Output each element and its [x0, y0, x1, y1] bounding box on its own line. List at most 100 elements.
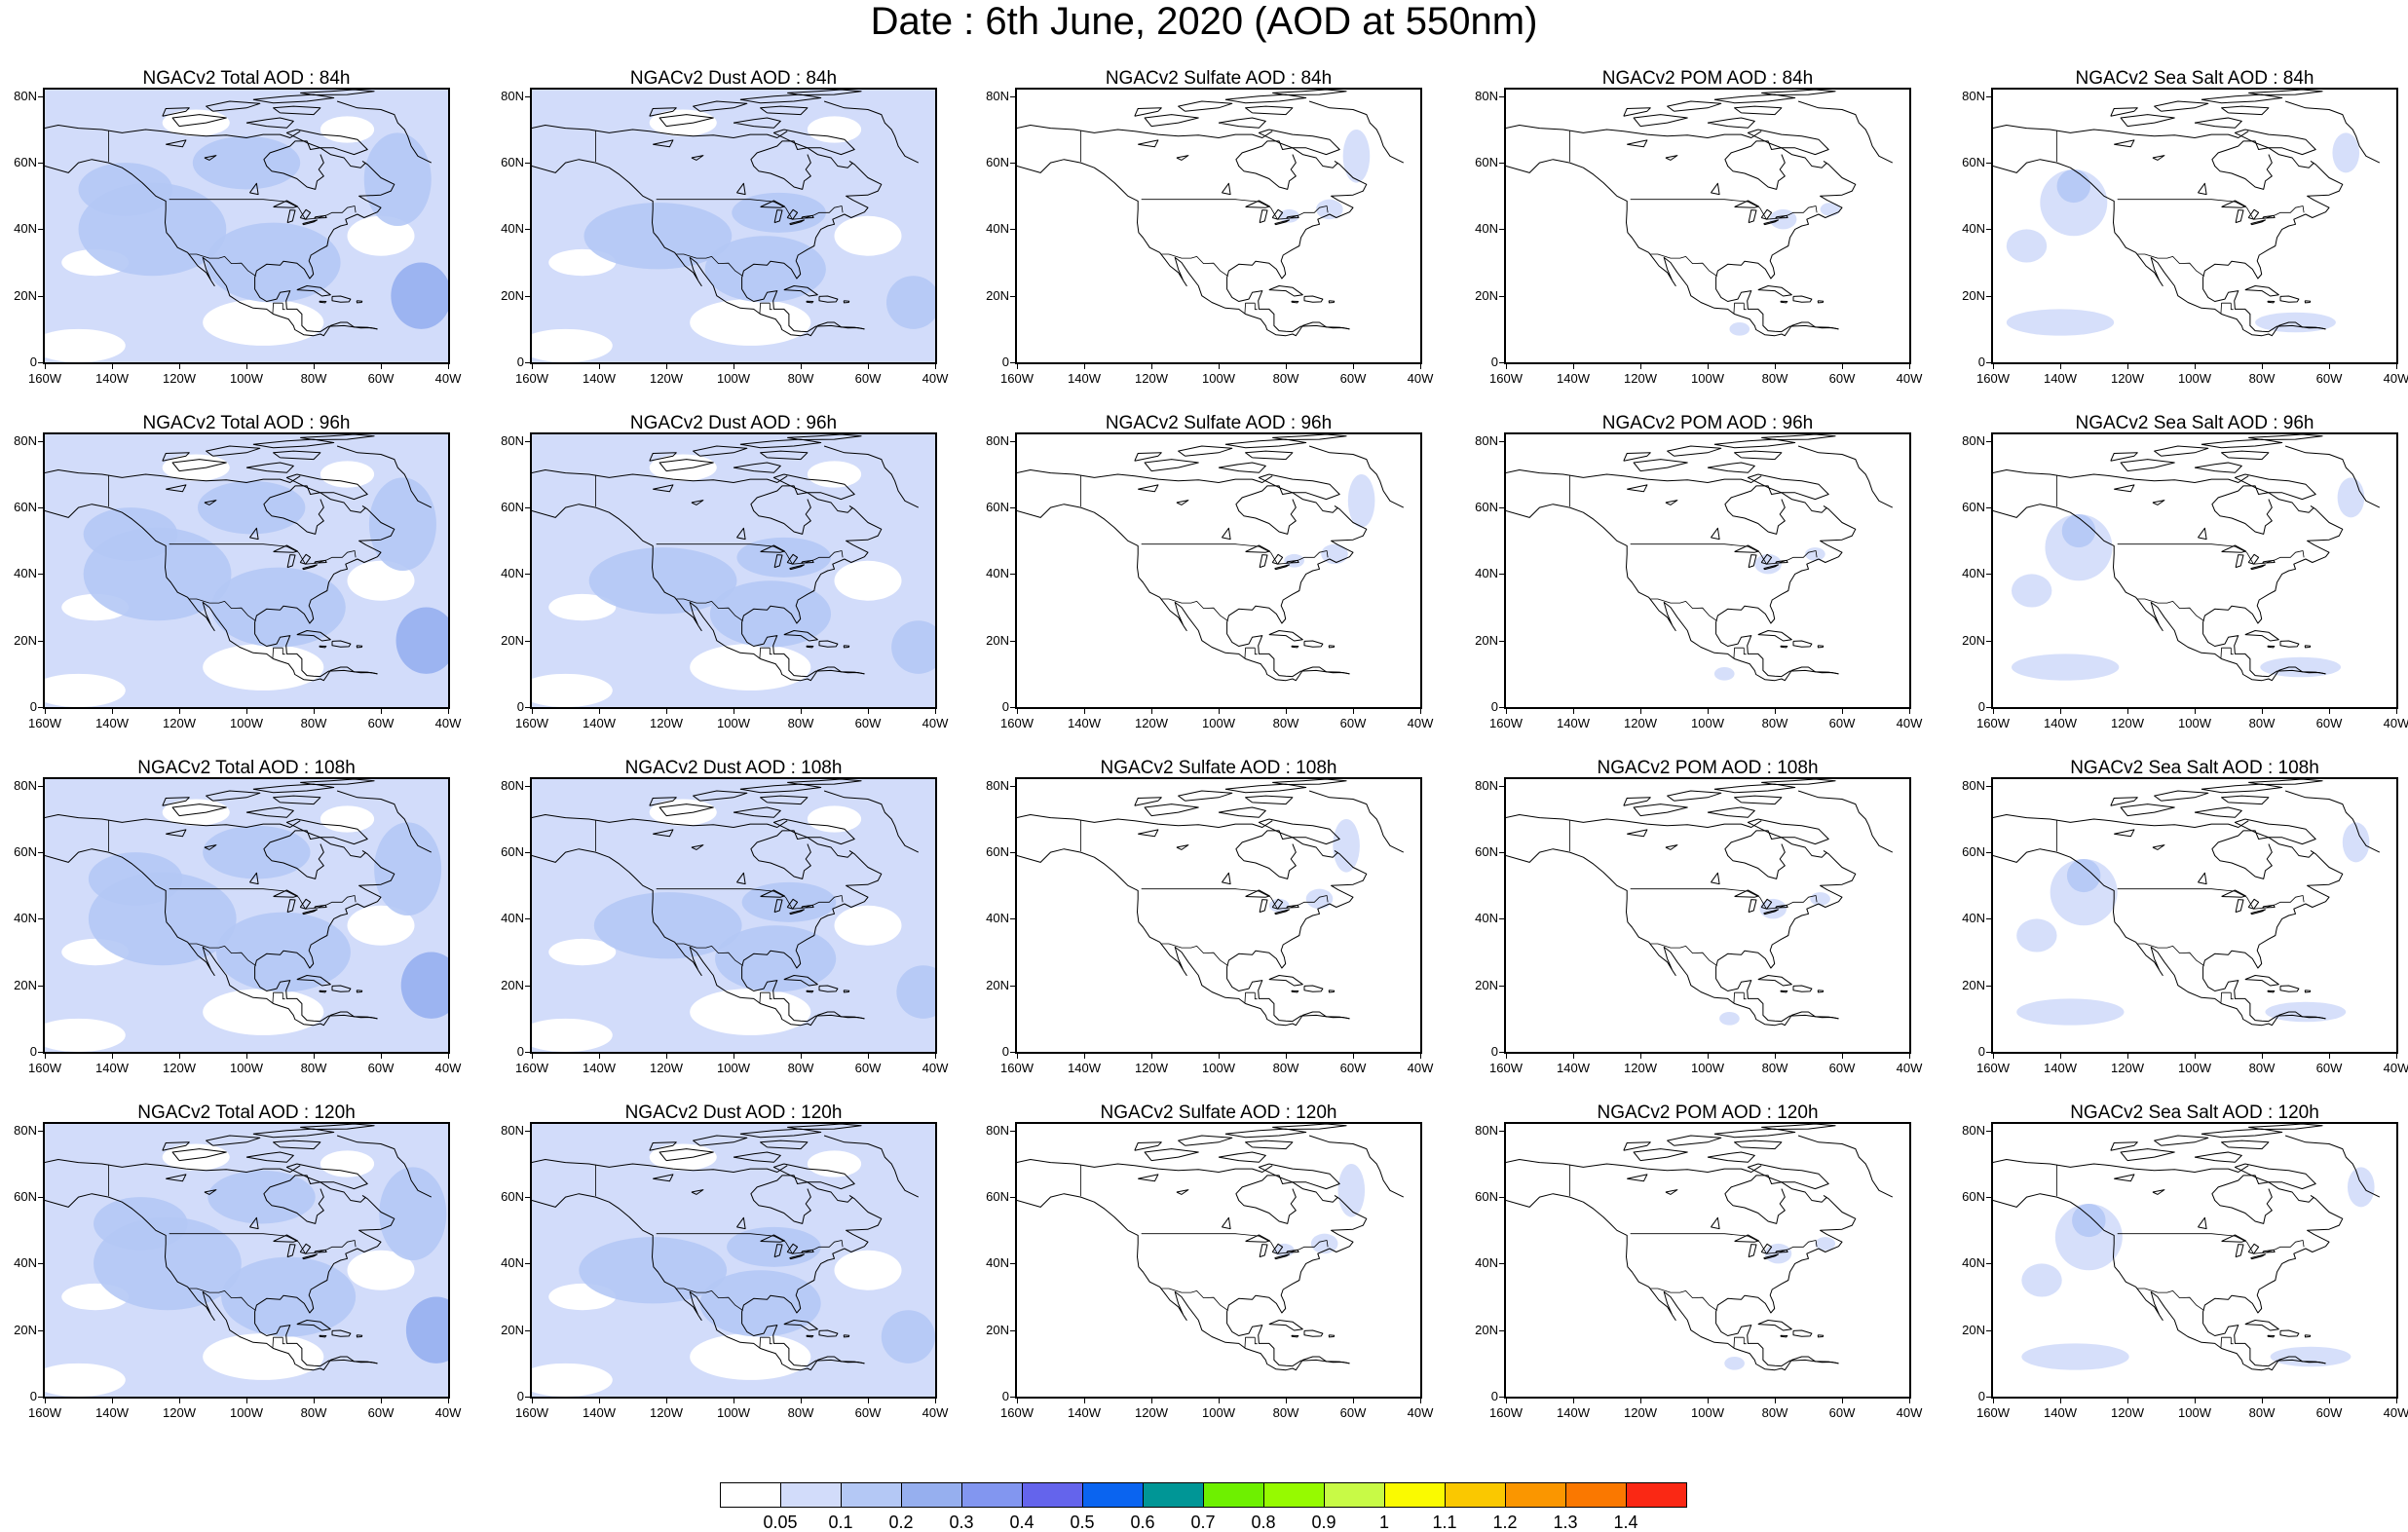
lat-tick-label: 40N — [986, 221, 1009, 237]
lon-tick-mark — [112, 1053, 113, 1059]
lon-tick-mark — [1573, 363, 1574, 369]
aod-shading-blob — [1729, 322, 1750, 336]
lon-tick-mark — [532, 708, 533, 714]
lat-tick-label: 60N — [986, 844, 1009, 860]
lon-tick-mark — [2127, 363, 2128, 369]
lon-tick-mark — [1775, 1053, 1776, 1059]
lon-tick-label: 80W — [2248, 1405, 2276, 1420]
lat-tick-label: 0 — [29, 355, 37, 369]
map-panel-seasalt-84h: NGACv2 Sea Salt AOD : 84h 80N 60N 40N 20N 0 16… — [1956, 58, 2408, 394]
coastline-outlines — [1993, 779, 2381, 1027]
lat-tick-mark — [525, 640, 531, 642]
lon-tick-label: 80W — [300, 371, 327, 386]
lat-tick-mark — [1986, 507, 1992, 509]
lon-tick-label: 160W — [1000, 371, 1034, 386]
coastline-outlines — [1993, 434, 2381, 682]
aod-shading-blob — [2006, 309, 2115, 336]
lat-tick-mark — [38, 574, 44, 576]
map-plot-area — [1991, 432, 2398, 709]
lat-tick-label: 0 — [1001, 1389, 1009, 1403]
lon-tick-mark — [246, 1398, 247, 1403]
lon-tick-label: 100W — [1202, 716, 1235, 730]
lon-tick-mark — [112, 363, 113, 369]
aod-shading-blob — [1759, 898, 1787, 919]
lon-tick-mark — [2396, 708, 2397, 714]
lat-tick-mark — [1010, 295, 1016, 297]
lat-tick-mark — [1010, 163, 1016, 165]
lat-tick-mark — [525, 1052, 531, 1053]
lat-tick-label: 0 — [1490, 699, 1498, 714]
map-panel-pom-108h: NGACv2 POM AOD : 108h 80N 60N 40N 20N 0 160W 14… — [1469, 748, 1956, 1084]
lon-tick-label: 80W — [787, 1405, 814, 1420]
map-panel-dust-108h: NGACv2 Dust AOD : 108h 80N 60N 40N 20N 0 160W 1… — [495, 748, 982, 1084]
lon-tick-label: 100W — [230, 1405, 263, 1420]
lon-tick-label: 160W — [515, 371, 548, 386]
lon-tick-mark — [1909, 708, 1910, 714]
lon-tick-label: 160W — [1000, 1405, 1034, 1420]
lon-tick-mark — [2127, 1398, 2128, 1403]
lon-tick-mark — [179, 708, 180, 714]
lat-tick-label: 40N — [14, 911, 37, 926]
lon-tick-mark — [1640, 1398, 1641, 1403]
aod-field-map — [1017, 779, 1405, 1027]
lat-tick-label: 60N — [1475, 1189, 1498, 1205]
lat-tick-mark — [1010, 918, 1016, 920]
lon-tick-mark — [935, 708, 936, 714]
lat-tick-mark — [1499, 1197, 1505, 1199]
lon-tick-mark — [1506, 1398, 1507, 1403]
aod-shading-blob — [885, 276, 935, 329]
lat-tick-mark — [525, 362, 531, 363]
coastline-outlines — [1017, 1124, 1405, 1371]
map-panel-seasalt-120h: NGACv2 Sea Salt AOD : 120h 80N 60N 40N 20N 0 1… — [1956, 1093, 2408, 1429]
lat-tick-label: 0 — [1001, 699, 1009, 714]
colorbar-swatch — [1143, 1482, 1204, 1508]
lat-tick-label: 20N — [1962, 1322, 1985, 1337]
lon-tick-mark — [801, 1398, 802, 1403]
aod-shading-blob — [704, 236, 826, 303]
lon-tick-label: 80W — [787, 371, 814, 386]
aod-shading-blob — [2337, 477, 2365, 518]
lat-tick-label: 20N — [14, 977, 37, 992]
aod-field-map — [532, 1124, 935, 1397]
lon-tick-mark — [2396, 1053, 2397, 1059]
lat-tick-label: 20N — [1962, 977, 1985, 992]
lon-tick-label: 40W — [2383, 716, 2408, 730]
coastline-outlines — [1506, 779, 1894, 1027]
lat-tick-label: 0 — [1001, 355, 1009, 369]
aod-field-map — [1017, 434, 1405, 682]
aod-colorbar — [720, 1482, 1687, 1510]
map-panel-total-84h: NGACv2 Total AOD : 84h 80N 60N 40N 20N 0 160W 1… — [8, 58, 495, 394]
lat-tick-mark — [38, 95, 44, 97]
aod-shading-blob — [405, 1296, 448, 1364]
lat-tick-mark — [1499, 1329, 1505, 1331]
lon-tick-mark — [2262, 1398, 2263, 1403]
lat-tick-mark — [525, 440, 531, 442]
lon-tick-mark — [45, 1398, 46, 1403]
lon-tick-label: 40W — [922, 716, 949, 730]
map-plot-area — [43, 1122, 450, 1399]
panel-title: NGACv2 Dust AOD : 108h — [624, 758, 843, 778]
lon-tick-label: 100W — [717, 371, 750, 386]
lon-tick-mark — [1708, 708, 1709, 714]
lat-tick-mark — [525, 295, 531, 297]
lon-tick-label: 120W — [1624, 716, 1657, 730]
lat-tick-label: 0 — [29, 699, 37, 714]
colorbar-swatch — [1203, 1482, 1264, 1508]
lon-tick-label: 80W — [787, 716, 814, 730]
lon-tick-label: 140W — [1557, 716, 1590, 730]
lon-tick-mark — [1420, 1053, 1421, 1059]
aod-shading-blob — [2056, 168, 2091, 204]
colorbar-label: 0.05 — [763, 1513, 798, 1532]
lon-tick-mark — [1353, 708, 1354, 714]
lat-tick-mark — [1499, 707, 1505, 708]
lon-tick-mark — [935, 1053, 936, 1059]
lon-tick-mark — [1506, 363, 1507, 369]
lon-tick-mark — [1506, 708, 1507, 714]
aod-shading-blob — [1724, 1357, 1745, 1370]
colorbar-swatch — [1082, 1482, 1144, 1508]
lat-tick-mark — [1499, 852, 1505, 854]
lon-tick-mark — [1420, 708, 1421, 714]
lon-tick-mark — [532, 1053, 533, 1059]
map-plot-area — [1015, 777, 1422, 1054]
